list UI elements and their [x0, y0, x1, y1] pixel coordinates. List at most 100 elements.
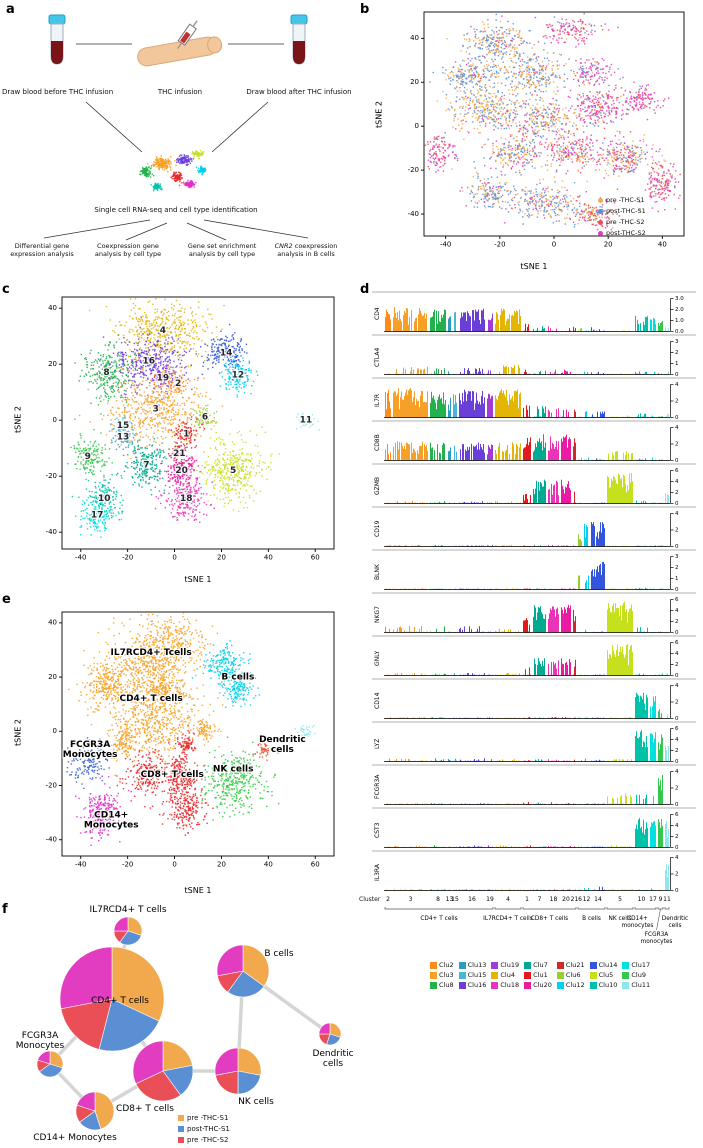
- cluster-legend-column-2: Clu13 Clu15 Clu16: [458, 961, 487, 989]
- tsne-by-sample-panel: tSNE 2 tSNE 1 pre -THC-S1 post-THC-S1 pre …: [358, 0, 703, 285]
- cluster-legend-label: Clu8: [439, 981, 454, 989]
- pie-slice-b: [216, 944, 244, 977]
- cluster-legend-item-clu4: Clu4: [491, 971, 519, 979]
- blood-tube-after-icon: [286, 14, 312, 76]
- tsne-celltypes-panel: tSNE 2 tSNE 1: [0, 594, 358, 906]
- gene-label-cd19: CD19: [374, 520, 381, 538]
- group-label: FCGR3A: [645, 932, 669, 938]
- group-label: monocytes: [622, 923, 654, 929]
- cluster-legend-label: Clu4: [500, 971, 515, 979]
- cell-clusters-thumbnail: [132, 142, 222, 204]
- sample-legend-item-2: post-THC-S1: [598, 207, 646, 215]
- gene-row-ctla4: CTLA4: [372, 334, 696, 377]
- workflow-diagram: Draw blood before THC infusion THC infus…: [0, 0, 358, 285]
- cluster-legend-item-clu5: Clu5: [589, 971, 618, 979]
- legend-label: pre -THC-S2: [606, 218, 645, 226]
- cluster-legend-label: Clu14: [598, 961, 618, 969]
- analysis-label-2: Coexpression gene analysis by cell type: [94, 242, 162, 259]
- cluster-legend-label: Clu3: [439, 971, 454, 979]
- group-label: B cells: [582, 916, 601, 922]
- node-label-dc: cells: [323, 1059, 343, 1069]
- gene-bars-canvas-cd4: [384, 295, 696, 334]
- group-bracket: [634, 907, 657, 910]
- panel-a-letter: a: [6, 2, 15, 17]
- gene-label-fcgr3a: FCGR3A: [374, 774, 381, 800]
- gene-bars-canvas-gzmb: [384, 467, 696, 506]
- cluster-swatch-icon: [430, 961, 437, 969]
- cluster-swatch-icon: [524, 961, 532, 969]
- gene-label-cst3: CST3: [374, 822, 381, 838]
- cluster-legend-column-6: Clu14 Clu5 Clu10: [589, 961, 618, 989]
- gene-row-lyz: LYZ: [372, 721, 696, 764]
- group-label: NK cells: [609, 916, 632, 922]
- cluster-legend-item-clu7: Clu7: [524, 961, 552, 969]
- cluster-legend-label: Clu13: [467, 961, 487, 969]
- cluster-legend-item-clu12: Clu12: [556, 981, 585, 989]
- arm-syringe-icon: [135, 20, 225, 76]
- pie-slice-cd4: [111, 946, 165, 1022]
- legend-dot-icon: [598, 219, 603, 225]
- legend-label: post-THC-S2: [606, 229, 646, 237]
- group-bracket: [577, 907, 606, 910]
- cluster-number-13: 13: [445, 896, 454, 903]
- cluster-number-8: 8: [436, 896, 440, 903]
- node-label-nk: NK cells: [238, 1097, 274, 1107]
- f-legend-label: pre -THC-S2: [187, 1136, 229, 1144]
- cluster-legend-item-clu13: Clu13: [458, 961, 487, 969]
- group-label: CD4+ T cells: [420, 916, 457, 922]
- cluster-number-3: 3: [408, 896, 413, 903]
- cluster-legend-item-clu15: Clu15: [458, 971, 486, 979]
- cluster-swatch-icon: [458, 981, 466, 989]
- legend-label: pre -THC-S1: [606, 196, 645, 204]
- gene-label-lyz: LYZ: [374, 738, 381, 750]
- panel-b-letter: b: [360, 2, 370, 17]
- group-bracket: [606, 907, 634, 910]
- cluster-swatch-icon: [430, 971, 437, 979]
- cluster-legend-label: Clu7: [533, 961, 548, 969]
- cluster-number-14: 14: [594, 896, 602, 903]
- gene-bars-canvas-gnly: [384, 639, 696, 678]
- step-label-draw-before: Draw blood before THC infusion: [2, 88, 114, 96]
- panel-c-letter: c: [2, 282, 10, 297]
- gene-row-cst3: CST3: [372, 807, 696, 850]
- group-label: CD8+ T cells: [531, 916, 568, 922]
- f-legend-item-2: post-THC-S1: [178, 1125, 230, 1133]
- group-label: Dendritic: [662, 916, 688, 922]
- gene-label-cd8b: CD8B: [374, 434, 381, 452]
- gene-bars-canvas-cst3: [384, 811, 696, 850]
- cluster-legend-item-clu1: Clu1: [524, 971, 552, 979]
- cluster-number-2: 2: [386, 896, 390, 903]
- group-label: cells: [669, 923, 682, 929]
- cluster-swatch-icon: [622, 971, 630, 979]
- tsne-b-ylabel: tSNE 2: [374, 101, 384, 128]
- group-connector-line: [656, 908, 661, 931]
- cluster-legend-label: Clu11: [631, 981, 651, 989]
- cluster-number-21: 21: [570, 896, 579, 903]
- cluster-swatch-icon: [430, 981, 437, 989]
- node-label-cd14: CD14+ Monocytes: [33, 1133, 117, 1143]
- cluster-swatch-icon: [524, 981, 532, 989]
- gene-label-ctla4: CTLA4: [374, 347, 381, 367]
- cluster-swatch-icon: [524, 971, 532, 979]
- sample-legend-item-4: post-THC-S2: [598, 229, 646, 237]
- step-label-thc-infusion: THC infusion: [157, 88, 203, 96]
- cluster-swatch-icon: [622, 981, 630, 989]
- gene-bars-canvas-cd19: [384, 510, 696, 549]
- cluster-legend-item-clu19: Clu19: [491, 961, 519, 969]
- tsne-c-ylabel: tSNE 2: [13, 406, 23, 433]
- gene-row-cd4: CD4: [372, 291, 696, 334]
- tsne-by-sample-canvas: [394, 8, 694, 260]
- cluster-axis: Cluster 2 3 8 13 15 16 19 4 1 7 18 20 21 6 12 14 5 10 17 9 1…: [359, 896, 694, 908]
- gene-bars-canvas-lyz: [384, 725, 696, 764]
- cluster-legend-item-clu16: Clu16: [458, 981, 486, 989]
- gene-expression-panel: CD4 CTLA4 IL7R CD8B GZMB CD19 BLNK NKG7 GNLY CD14…: [358, 285, 703, 1015]
- cluster-number-12: 12: [582, 896, 591, 903]
- cluster-number-4: 4: [506, 896, 510, 903]
- legend-label: post-THC-S1: [606, 207, 646, 215]
- cluster-swatch-icon: [556, 981, 564, 989]
- pie-slice-fcgr3a: [37, 1050, 51, 1065]
- f-legend-label: post-THC-S1: [187, 1125, 230, 1133]
- gene-rows: CD4 CTLA4 IL7R CD8B GZMB CD19 BLNK NKG7 GNLY CD14…: [372, 291, 696, 893]
- sample-legend-item-1: pre -THC-S1: [598, 196, 646, 204]
